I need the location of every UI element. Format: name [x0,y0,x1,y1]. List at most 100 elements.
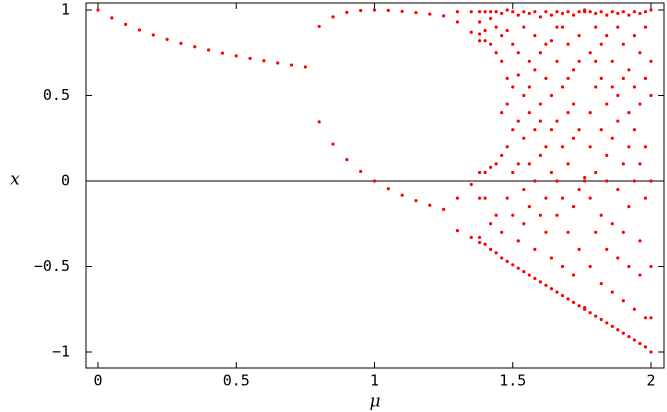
point [555,213,559,217]
point [627,13,631,17]
point [649,350,653,354]
point [610,85,614,89]
point [643,345,648,349]
point [489,222,493,226]
point [165,37,169,42]
point [588,311,592,315]
point [538,102,543,106]
point [627,205,631,209]
point [110,16,114,20]
point [516,51,520,55]
point [643,76,648,80]
point [317,24,321,29]
point [632,10,637,14]
point [527,162,531,166]
point [577,304,581,308]
point [594,314,598,318]
point [627,264,631,269]
point [516,162,520,166]
point [616,328,620,332]
point [500,59,504,63]
point [533,68,537,72]
point [516,266,520,270]
point [500,256,504,260]
point [583,179,587,183]
point [560,145,565,149]
point [137,28,142,32]
point [527,273,531,277]
point [605,34,609,38]
point [522,270,526,274]
point [489,10,493,14]
point [649,264,653,269]
point [96,8,100,12]
x-tick-label: 1.5 [499,372,526,390]
point [627,335,631,339]
point [549,287,554,291]
point [511,42,515,46]
point [469,10,473,14]
point [469,30,473,34]
point [594,85,598,89]
point [207,48,211,52]
point [500,153,504,157]
x-tick-label: 0.5 [223,372,250,390]
point [649,8,653,12]
point [594,230,598,234]
point [571,68,576,72]
point [494,25,498,29]
point [632,128,637,132]
x-tick-label: 1 [370,372,379,390]
point [583,175,587,180]
point [372,8,377,12]
point [500,230,504,234]
point [533,247,537,251]
point [588,264,592,269]
point [477,170,482,175]
point [571,13,576,17]
point [610,10,614,14]
point [533,34,537,38]
point [555,10,559,14]
point [511,213,515,217]
point [594,25,598,29]
point [616,256,620,260]
point [455,228,460,233]
x-tick-label: 0 [93,372,102,390]
y-tick-label: −0.5 [34,257,70,275]
point [649,59,653,63]
point [566,230,570,234]
point [621,331,625,335]
point [522,25,526,29]
point [455,10,460,14]
y-tick-label: 1 [61,1,70,19]
point [527,11,531,16]
point [621,230,625,234]
point [538,119,543,123]
point [516,239,520,243]
point [643,196,648,200]
point [522,10,526,14]
point [605,153,609,157]
y-tick-label: −1 [52,343,70,361]
point [599,282,603,286]
point [179,41,183,45]
point [414,199,418,203]
point [638,273,642,277]
point [477,10,482,14]
point [516,73,520,77]
point [638,341,642,346]
point [583,10,587,14]
point [549,256,554,260]
point [610,136,614,140]
point [527,85,531,89]
point [494,51,498,55]
point [549,128,554,132]
point [638,11,642,16]
point [627,111,631,115]
point [477,235,482,240]
point [599,213,603,217]
point [538,153,543,157]
point [566,111,570,115]
